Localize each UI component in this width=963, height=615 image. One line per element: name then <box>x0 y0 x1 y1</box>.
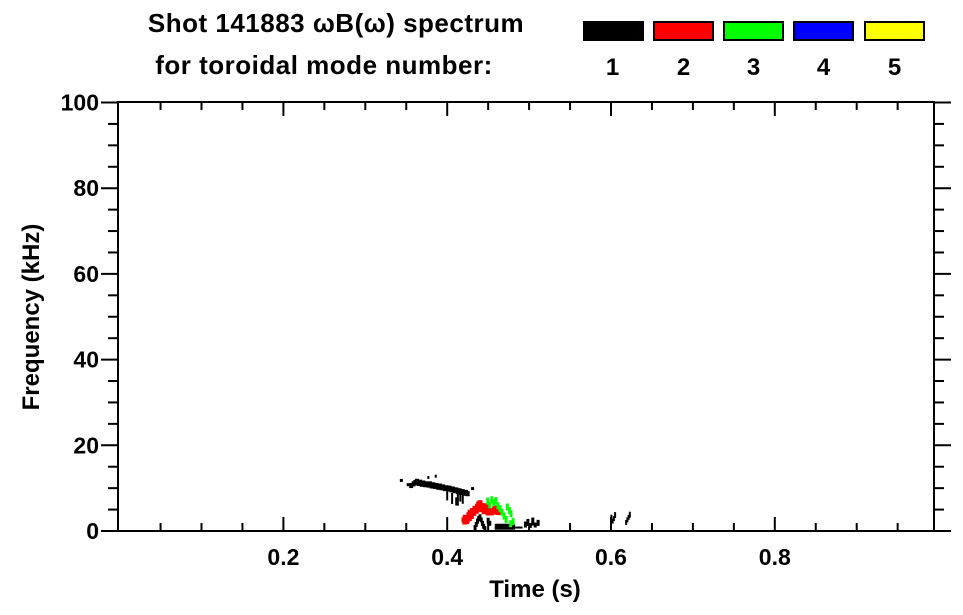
legend-swatch-mode2 <box>653 21 714 41</box>
data-point-n1 <box>625 519 628 525</box>
data-point-n1 <box>473 525 477 531</box>
data-point-n1 <box>427 475 430 479</box>
data-point-n1 <box>480 520 484 526</box>
data-point-n1 <box>610 514 613 521</box>
data-point-n3 <box>488 501 492 509</box>
data-point-n1 <box>531 517 535 526</box>
x-tick-label: 0.8 <box>759 544 791 570</box>
plot-frame <box>117 101 935 532</box>
data-point-n3 <box>494 497 498 505</box>
data-point-n3 <box>486 497 490 505</box>
data-point-n3 <box>496 502 500 510</box>
data-point-n1 <box>406 483 411 487</box>
data-point-n1 <box>614 512 617 519</box>
data-point-n2 <box>477 500 483 506</box>
data-point-n3 <box>511 518 515 526</box>
legend-label-mode4: 4 <box>816 54 831 81</box>
legend-label-mode5: 5 <box>887 54 902 81</box>
data-point-n1 <box>488 520 492 526</box>
data-point-n1 <box>483 525 487 531</box>
data-point-n1 <box>471 487 475 491</box>
data-point-n1 <box>476 518 480 524</box>
data-point-n1 <box>434 474 437 478</box>
data-point-n3 <box>507 506 511 514</box>
data-point-n1 <box>523 521 527 528</box>
data-point-n1 <box>474 522 478 528</box>
data-point-n1 <box>611 518 614 524</box>
legend-swatch-mode3 <box>723 21 784 41</box>
data-point-n3 <box>500 508 504 516</box>
y-tick-label: 20 <box>73 432 99 458</box>
data-point-n1 <box>528 522 532 528</box>
data-point-n1 <box>459 493 462 502</box>
y-tick-label: 60 <box>73 261 99 287</box>
y-tick-label: 0 <box>86 518 99 544</box>
data-point-n1 <box>399 478 403 482</box>
data-point-n1 <box>465 491 470 497</box>
page-title: Shot 141883 ωB(ω) spectrum <box>147 8 525 38</box>
data-point-n3 <box>505 503 509 511</box>
data-point-n1 <box>612 516 615 522</box>
data-point-n1 <box>451 492 454 504</box>
y-tick-label: 100 <box>61 90 99 116</box>
data-point-n2 <box>495 510 501 516</box>
page-subtitle: for toroidal mode number: <box>155 50 493 80</box>
data-point-n1 <box>461 494 464 504</box>
legend-label-mode2: 2 <box>676 54 691 81</box>
y-tick-label: 40 <box>73 347 99 373</box>
x-tick-label: 0.6 <box>595 544 627 570</box>
data-point-n1 <box>486 517 490 524</box>
data-point-n1 <box>628 511 631 518</box>
data-point-n1 <box>627 514 630 520</box>
y-axis-label: Frequency (kHz) <box>18 223 45 411</box>
data-segment-n1 <box>515 526 523 529</box>
data-point-n1 <box>536 519 540 526</box>
legend-label-mode1: 1 <box>605 54 620 81</box>
legend: 1 2 3 4 5 <box>0 0 963 90</box>
legend-label-mode3: 3 <box>746 54 761 81</box>
data-point-n3 <box>502 512 506 520</box>
data-point-n3 <box>498 505 502 513</box>
y-tick-label: 80 <box>73 175 99 201</box>
x-axis-label: Time (s) <box>489 576 581 603</box>
x-tick-label: 0.4 <box>431 544 463 570</box>
data-point-n3 <box>509 510 513 518</box>
data-point-n2 <box>468 513 474 519</box>
legend-swatch-mode1 <box>583 21 644 41</box>
data-point-n3 <box>492 499 496 507</box>
legend-swatch-mode5 <box>864 21 925 41</box>
legend-swatch-mode4 <box>793 21 854 41</box>
data-point-n1 <box>626 517 629 523</box>
x-tick-label: 0.2 <box>267 544 299 570</box>
data-segment-n1 <box>494 523 516 530</box>
data-point-n1 <box>409 483 414 489</box>
data-point-n1 <box>478 514 482 520</box>
data-point-n1 <box>533 522 537 528</box>
data-point-n1 <box>526 518 530 526</box>
data-point-n1 <box>455 497 458 506</box>
data-point-n3 <box>490 496 494 504</box>
data-point-n1 <box>446 491 449 501</box>
data-point-n1 <box>456 493 459 506</box>
data-point-n3 <box>504 515 508 523</box>
data-point-n3 <box>509 520 513 528</box>
data-point-n1 <box>479 517 483 523</box>
